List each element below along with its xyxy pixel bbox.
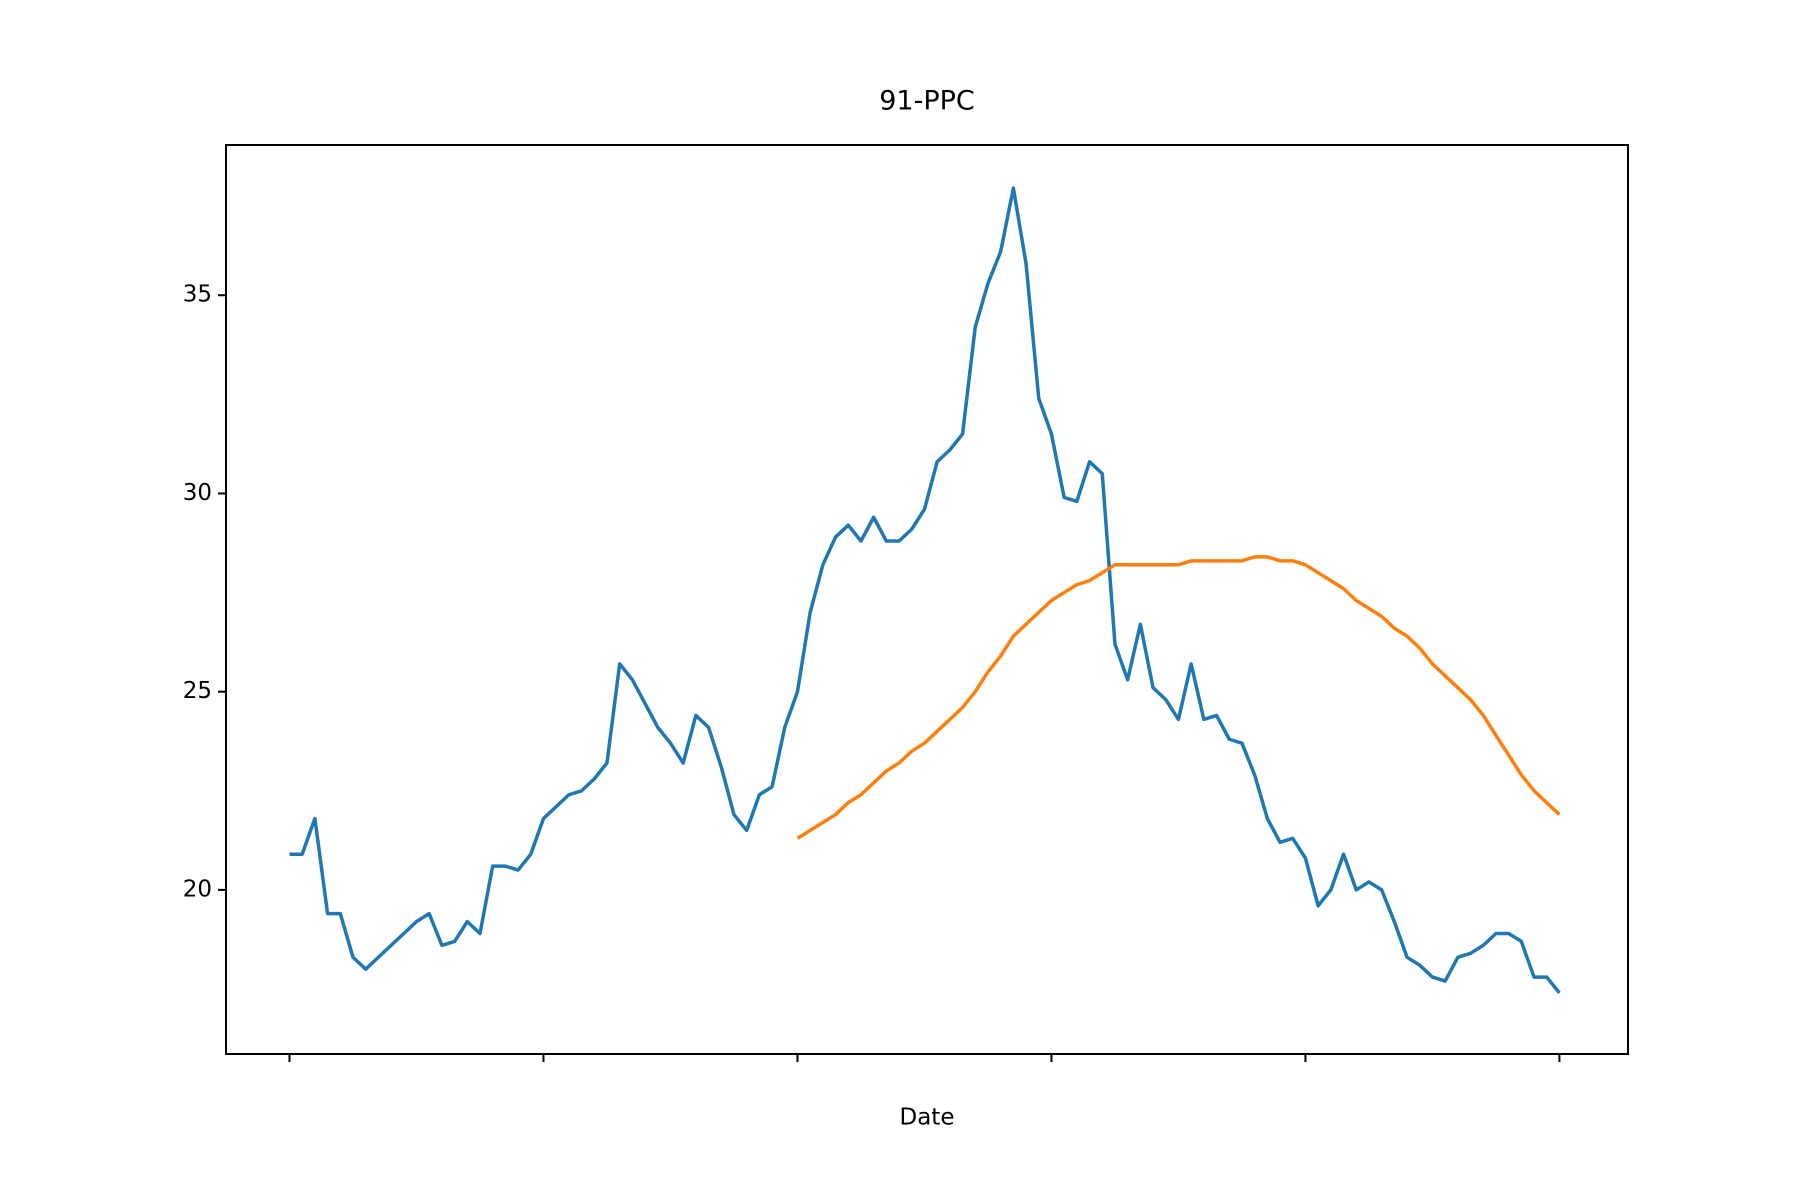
y-tick-label: 25 — [183, 678, 212, 704]
y-tick-label: 30 — [183, 480, 212, 506]
x-axis-label: Date — [900, 1105, 955, 1131]
y-tick-label: 20 — [183, 876, 212, 902]
line-series — [796, 555, 1561, 840]
chart-title: 91-PPC — [879, 86, 975, 117]
y-tick-label: 35 — [183, 282, 212, 308]
line-series — [289, 186, 1561, 995]
plot-frame — [225, 144, 1629, 1055]
